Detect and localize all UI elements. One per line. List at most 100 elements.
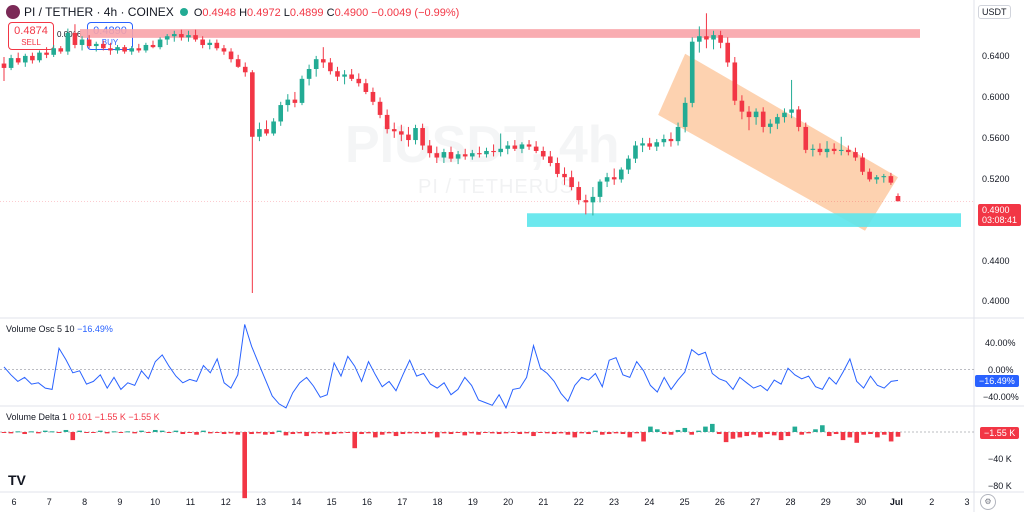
- last-price-tag: 0.4900 03:08:41: [978, 204, 1022, 226]
- delta-bar: [393, 432, 399, 437]
- delta-bar: [861, 432, 866, 435]
- delta-bar: [854, 432, 860, 443]
- delta-bar: [888, 432, 894, 442]
- delta-bar: [42, 430, 48, 432]
- delta-bar: [125, 431, 131, 433]
- candle-body: [136, 48, 142, 51]
- delta-bar: [483, 432, 488, 433]
- candle-body: [838, 149, 844, 151]
- delta-bar: [324, 432, 330, 435]
- candle-body: [15, 58, 21, 63]
- delta-bar: [682, 427, 688, 432]
- delta-bar: [813, 429, 818, 432]
- delta-bar: [70, 432, 76, 441]
- delta-bar: [421, 432, 426, 435]
- candle-body: [1, 63, 7, 68]
- volume-osc-legend[interactable]: Volume Osc 5 10 −16.49%: [6, 324, 113, 334]
- delta-bar: [22, 432, 27, 435]
- candle-body: [739, 100, 745, 112]
- delta-bar: [146, 432, 151, 433]
- delta-bar: [132, 432, 137, 434]
- delta-bar: [352, 432, 358, 449]
- candle-body: [448, 152, 454, 159]
- candle-body: [278, 105, 284, 122]
- candle-body: [789, 109, 794, 113]
- price-tick: 0.4400: [982, 256, 1010, 266]
- delta-bar: [881, 432, 887, 435]
- candle-body: [115, 47, 120, 51]
- watermark-ticker: PIUSDT, 4h: [345, 116, 620, 174]
- candle-body: [292, 99, 298, 103]
- delta-bar: [304, 432, 309, 437]
- volume-delta-legend[interactable]: Volume Delta 1 0 101 −1.55 K −1.55 K: [6, 412, 160, 422]
- candle-body: [455, 154, 461, 159]
- candle-body: [8, 58, 14, 68]
- support-zone: [527, 213, 961, 227]
- candle-body: [512, 145, 518, 149]
- delta-bar: [524, 432, 529, 434]
- delta-bar: [56, 432, 62, 433]
- candle-body: [555, 163, 560, 174]
- last-price: 0.4900: [982, 205, 1010, 215]
- delta-bar: [469, 432, 474, 434]
- settings-icon[interactable]: ⚙: [980, 494, 996, 510]
- watermark-name: PI / TETHERUS: [418, 176, 574, 198]
- time-tick: 20: [503, 497, 514, 507]
- candle-body: [689, 41, 695, 103]
- candle-body: [675, 126, 681, 142]
- candle-body: [164, 36, 170, 40]
- delta-bar: [49, 431, 55, 433]
- delta-bar: [826, 432, 832, 437]
- candle-body: [264, 129, 269, 134]
- candle-body: [342, 74, 347, 77]
- delta-bar: [462, 432, 468, 436]
- candle-body: [895, 196, 901, 202]
- time-tick: 12: [220, 497, 231, 507]
- delta-bar: [675, 429, 681, 432]
- candle-body: [242, 66, 248, 73]
- delta-bar: [875, 432, 880, 438]
- time-tick: 27: [750, 497, 761, 507]
- candle-body: [207, 42, 213, 45]
- delta-bar: [1, 432, 7, 433]
- delta-bar: [276, 430, 282, 432]
- symbol-title[interactable]: PI / TETHER · 4h · COINEX: [24, 5, 174, 19]
- candle-body: [441, 152, 447, 158]
- candle-body: [569, 177, 574, 188]
- tradingview-logo[interactable]: TV: [8, 472, 26, 488]
- candle-body: [179, 34, 184, 38]
- delta-tick: −80 K: [988, 481, 1012, 491]
- candle-body: [874, 177, 880, 180]
- delta-bar: [63, 429, 69, 432]
- candle-body: [399, 131, 404, 135]
- delta-bar: [235, 432, 241, 435]
- sell-button[interactable]: 0.4874 SELL: [8, 22, 54, 50]
- volume-delta-title: Volume Delta 1: [6, 412, 68, 422]
- candle-body: [654, 142, 660, 147]
- candle-body: [718, 35, 723, 43]
- candle-body: [498, 148, 503, 153]
- delta-bar: [655, 429, 660, 432]
- delta-bar: [703, 426, 708, 432]
- delta-bar: [428, 432, 433, 434]
- time-tick: 8: [82, 497, 88, 507]
- time-tick: 26: [714, 497, 725, 507]
- candle-body: [540, 150, 546, 157]
- candle-body: [711, 35, 716, 40]
- candle-body: [79, 39, 85, 45]
- delta-bar: [799, 432, 805, 435]
- delta-bar: [785, 432, 791, 437]
- time-tick: 15: [326, 497, 337, 507]
- delta-bar: [648, 426, 653, 432]
- currency-selector[interactable]: USDT: [978, 5, 1011, 19]
- time-tick: 19: [467, 497, 478, 507]
- time-tick: 10: [150, 497, 161, 507]
- candle-body: [250, 72, 255, 137]
- delta-bar: [29, 431, 34, 433]
- delta-bar: [558, 432, 564, 434]
- volume-osc-line: [3, 324, 899, 410]
- candle-body: [363, 83, 369, 92]
- delta-bar: [544, 432, 550, 434]
- delta-bar: [758, 432, 763, 438]
